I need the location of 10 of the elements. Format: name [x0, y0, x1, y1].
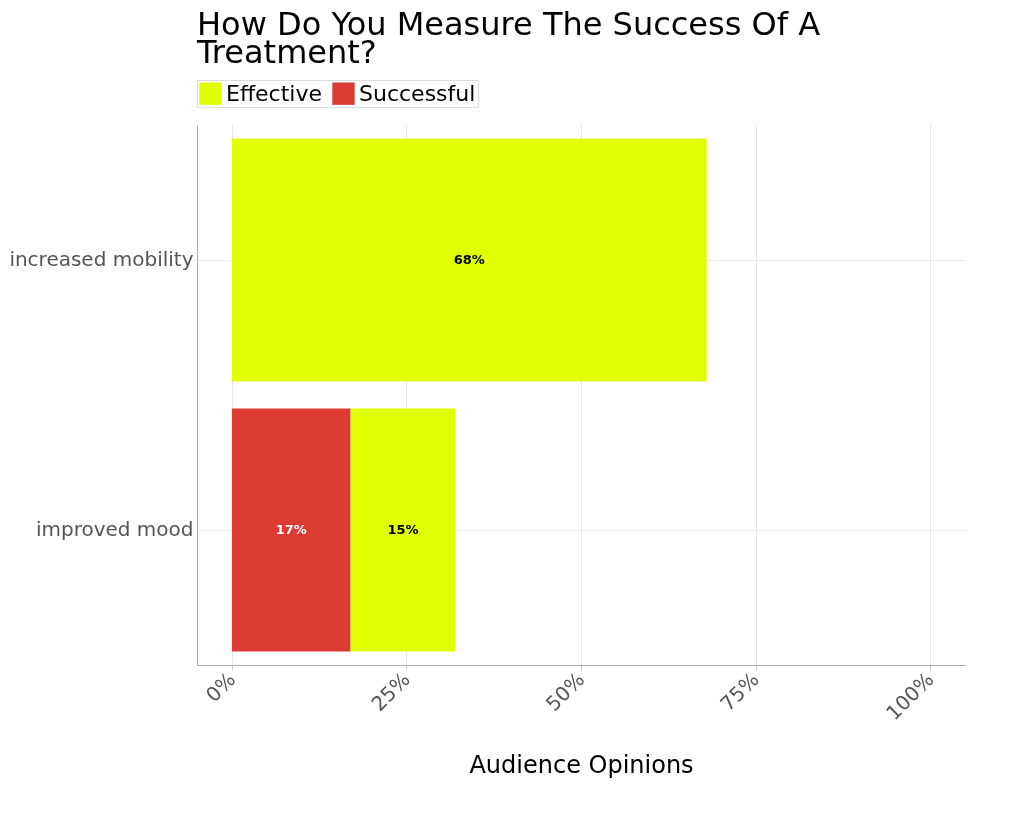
chart-title: How Do You Measure The Success Of A Treatment? — [196, 4, 821, 71]
data-label: 15% — [387, 522, 419, 537]
legend-label: Successful — [359, 80, 476, 106]
y-tick-label: increased mobility — [9, 247, 194, 271]
data-label: 68% — [453, 252, 485, 267]
x-axis-title: Audience Opinions — [469, 751, 694, 779]
data-label: 17% — [275, 522, 307, 537]
legend-label: Effective — [226, 80, 322, 106]
x-tick-label: 0% — [200, 667, 241, 707]
y-tick-label: improved mood — [35, 517, 194, 541]
